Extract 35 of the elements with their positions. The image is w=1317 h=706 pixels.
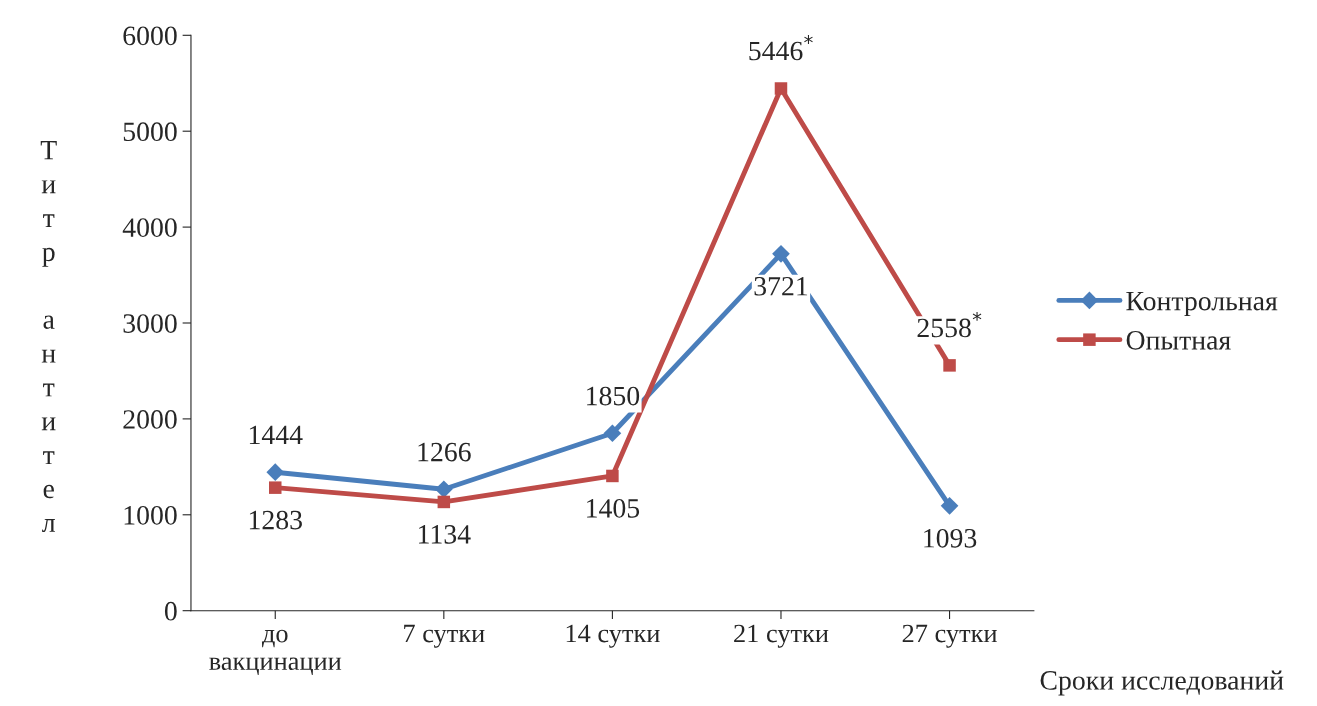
- data-label: 1405: [587, 498, 640, 518]
- legend-label: Опытная: [1126, 330, 1231, 350]
- data-label: 1444: [249, 425, 303, 445]
- point: [603, 424, 622, 443]
- point: [269, 481, 282, 494]
- y-tick-label: 6000: [123, 26, 177, 46]
- point: [606, 469, 619, 483]
- data-label: 1283: [249, 510, 302, 530]
- y-tick-label: 3000: [123, 314, 177, 333]
- x-tick-label: 27 сутки: [902, 624, 997, 648]
- x-axis-title: Сроки исследований: [1040, 670, 1284, 696]
- data-label: 1134: [419, 525, 471, 544]
- x-tick-label: 21 сутки: [734, 624, 829, 648]
- y-tick-label: 0: [164, 601, 177, 621]
- data-label: 1266: [418, 442, 471, 462]
- text: Титр антител: [40, 141, 57, 533]
- y-tick-label: 5000: [123, 122, 177, 142]
- x-tick-label: до вакцинации: [209, 629, 342, 675]
- data-label: 3721: [754, 276, 808, 296]
- point: [266, 463, 285, 482]
- point: [772, 245, 790, 263]
- data-label: 1093: [924, 528, 977, 548]
- x-tick-label: 14 сутки: [566, 624, 660, 648]
- data-label: 1850: [587, 386, 640, 406]
- point: [437, 495, 451, 509]
- y-tick-label: 4000: [122, 218, 177, 238]
- y-tick-label: 1000: [124, 505, 177, 525]
- data-label: 2558$^{*}$: [917, 311, 982, 338]
- legend-label: Контрольная: [1126, 291, 1278, 317]
- point: [774, 82, 788, 95]
- y-tick-label: 2000: [123, 410, 177, 429]
- data-label: 5446$^{*}$: [749, 35, 813, 61]
- point: [943, 359, 956, 372]
- x-tick-label: 7 сутки: [404, 624, 485, 648]
- point: [940, 497, 959, 515]
